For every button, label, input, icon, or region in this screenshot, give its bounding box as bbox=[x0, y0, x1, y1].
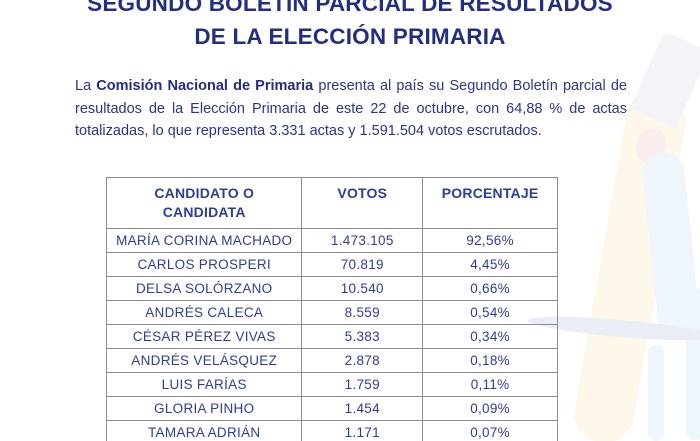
percentage-cell: 92,56% bbox=[422, 228, 558, 253]
header-percentage: PORCENTAJE bbox=[422, 177, 558, 229]
candidate-name-cell: ANDRÉS VELÁSQUEZ bbox=[105, 348, 303, 373]
candidate-name-cell: DELSA SOLÓRZANO bbox=[105, 276, 303, 301]
votes-cell: 1.454 bbox=[301, 396, 424, 421]
candidate-name-cell: MARÍA CORINA MACHADO bbox=[105, 228, 303, 253]
title-line-1: SEGUNDO BOLETÍN PARCIAL DE RESULTADOS bbox=[87, 0, 613, 16]
percentage-cell: 0,54% bbox=[422, 300, 558, 325]
table-row: ANDRÉS CALECA 8.559 0,54% bbox=[105, 300, 558, 325]
candidate-name-cell: GLORIA PINHO bbox=[105, 396, 303, 421]
candidate-name-cell: CARLOS PROSPERI bbox=[105, 252, 303, 277]
table-row: TAMARA ADRIÁN 1.171 0,07% bbox=[105, 420, 558, 441]
percentage-cell: 0,11% bbox=[422, 372, 558, 397]
votes-cell: 1.473.105 bbox=[301, 228, 424, 253]
title-line-2: DE LA ELECCIÓN PRIMARIA bbox=[194, 24, 506, 49]
votes-cell: 5.383 bbox=[301, 324, 424, 349]
votes-cell: 1.759 bbox=[301, 372, 424, 397]
table-row: LUIS FARÍAS 1.759 0,11% bbox=[105, 372, 558, 397]
percentage-cell: 0,09% bbox=[422, 396, 558, 421]
votes-cell: 10.540 bbox=[301, 276, 424, 301]
page-title: SEGUNDO BOLETÍN PARCIAL DE RESULTADOS DE… bbox=[0, 0, 700, 53]
header-candidate: CANDIDATO O CANDIDATA bbox=[105, 177, 303, 229]
table-row: ANDRÉS VELÁSQUEZ 2.878 0,18% bbox=[105, 348, 558, 373]
intro-body-text: presenta al país su Segundo Boletín parc… bbox=[75, 78, 627, 139]
votes-cell: 8.559 bbox=[301, 300, 424, 325]
candidate-name-cell: TAMARA ADRIÁN bbox=[105, 420, 303, 441]
table-row: CÉSAR PÉREZ VIVAS 5.383 0,34% bbox=[105, 324, 558, 349]
percentage-cell: 0,07% bbox=[422, 420, 558, 441]
intro-organization-name: Comisión Nacional de Primaria bbox=[96, 78, 314, 94]
candidate-name-cell: CÉSAR PÉREZ VIVAS bbox=[105, 324, 303, 349]
intro-prefix: La bbox=[75, 78, 97, 94]
votes-cell: 70.819 bbox=[301, 252, 424, 277]
table-row: CARLOS PROSPERI 70.819 4,45% bbox=[105, 252, 558, 277]
percentage-cell: 4,45% bbox=[422, 252, 558, 277]
table-row: DELSA SOLÓRZANO 10.540 0,66% bbox=[105, 276, 558, 301]
intro-paragraph: La Comisión Nacional de Primaria present… bbox=[75, 75, 627, 143]
percentage-cell: 0,34% bbox=[422, 324, 558, 349]
watermark-hand-shape bbox=[686, 288, 700, 440]
candidate-name-cell: ANDRÉS CALECA bbox=[105, 300, 303, 325]
results-table-body: MARÍA CORINA MACHADO 1.473.105 92,56% CARLO… bbox=[105, 228, 558, 441]
header-votes: VOTOS bbox=[301, 177, 424, 229]
table-header-row: CANDIDATO O CANDIDATA VOTOS PORCENTAJE bbox=[105, 177, 558, 229]
results-table: CANDIDATO O CANDIDATA VOTOS PORCENTAJE M… bbox=[105, 177, 558, 441]
watermark-hand-shape bbox=[648, 345, 664, 441]
table-row: MARÍA CORINA MACHADO 1.473.105 92,56% bbox=[105, 228, 558, 253]
percentage-cell: 0,18% bbox=[422, 348, 558, 373]
table-row: GLORIA PINHO 1.454 0,09% bbox=[105, 396, 558, 421]
votes-cell: 1.171 bbox=[301, 420, 424, 441]
candidate-name-cell: LUIS FARÍAS bbox=[105, 372, 303, 397]
votes-cell: 2.878 bbox=[301, 348, 424, 373]
percentage-cell: 0,66% bbox=[422, 276, 558, 301]
